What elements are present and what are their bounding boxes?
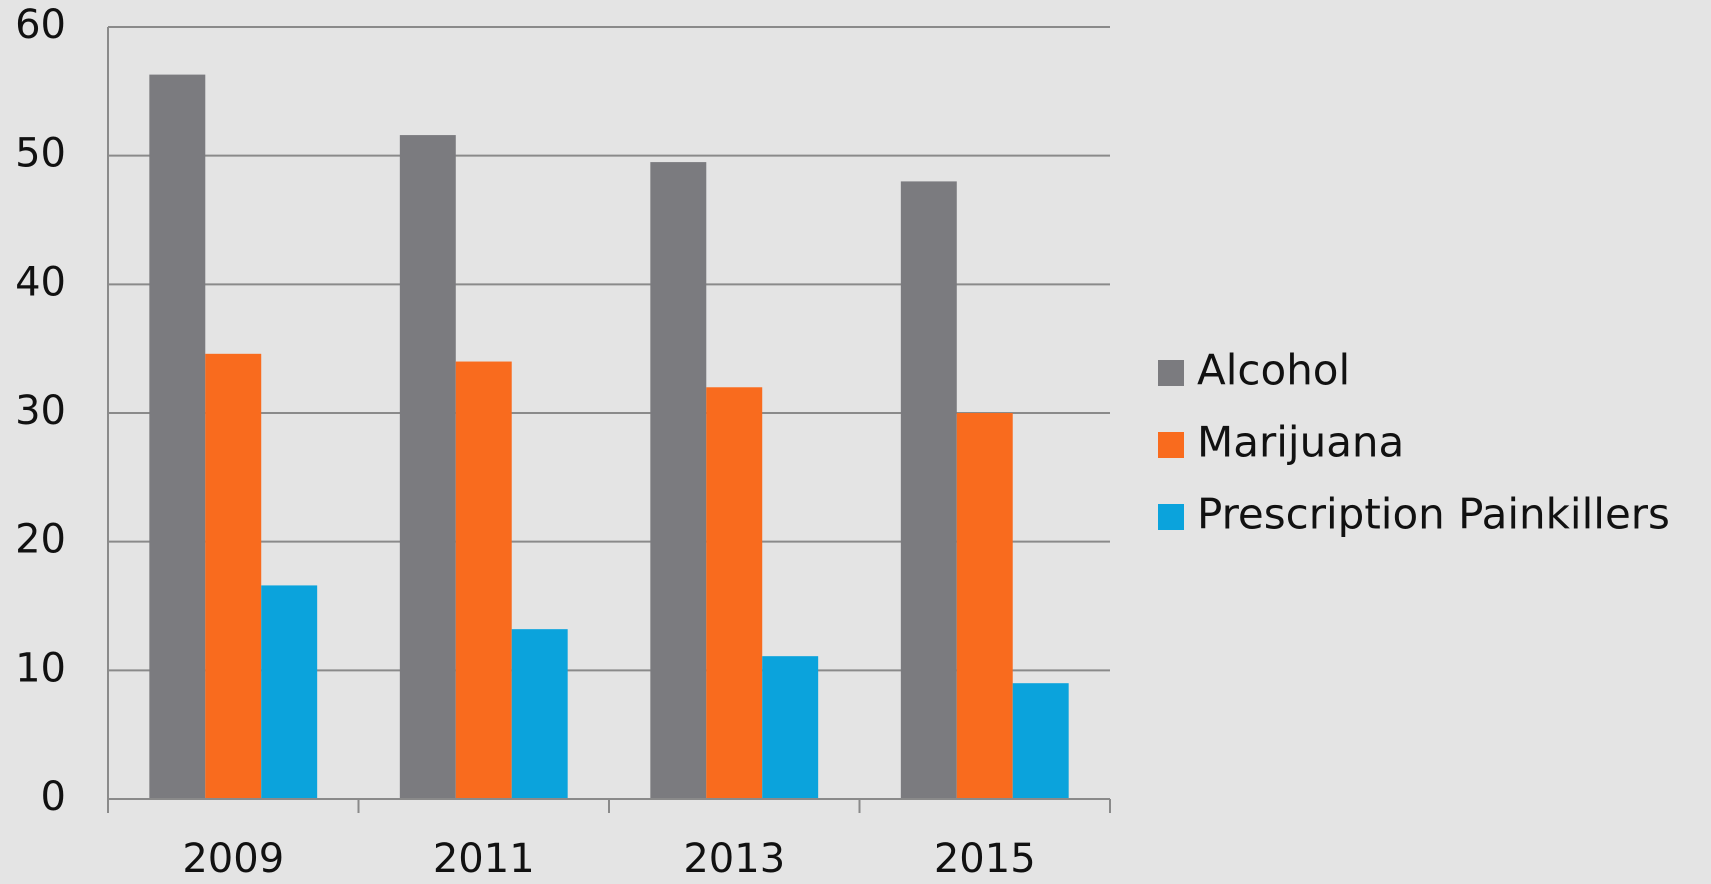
- bar: [261, 585, 318, 799]
- bar: [1012, 683, 1069, 799]
- bar: [650, 162, 707, 800]
- legend-swatch: [1158, 504, 1184, 530]
- bar: [706, 387, 763, 799]
- x-tick-label: 2013: [683, 836, 785, 882]
- legend-label: Alcohol: [1197, 346, 1350, 395]
- x-tick-label: 2009: [182, 836, 284, 882]
- bar: [762, 656, 819, 799]
- bar: [205, 353, 262, 799]
- bar: [455, 361, 512, 799]
- legend-swatch: [1158, 360, 1184, 386]
- bar: [511, 629, 568, 799]
- y-tick-label: 60: [15, 2, 66, 48]
- legend-label: Marijuana: [1197, 418, 1404, 467]
- y-tick-label: 0: [41, 774, 66, 820]
- y-tick-label: 30: [15, 388, 66, 434]
- legend-label: Prescription Painkillers: [1197, 490, 1670, 539]
- y-tick-label: 40: [15, 259, 66, 305]
- bar: [149, 74, 206, 799]
- legend-swatch: [1158, 432, 1184, 458]
- x-tick-label: 2015: [934, 836, 1036, 882]
- bar: [956, 413, 1013, 799]
- y-tick-label: 50: [15, 131, 66, 177]
- y-tick-label: 10: [15, 645, 66, 691]
- bar: [900, 181, 957, 799]
- x-tick-label: 2011: [433, 836, 535, 882]
- bar: [399, 135, 456, 799]
- y-tick-label: 20: [15, 517, 66, 563]
